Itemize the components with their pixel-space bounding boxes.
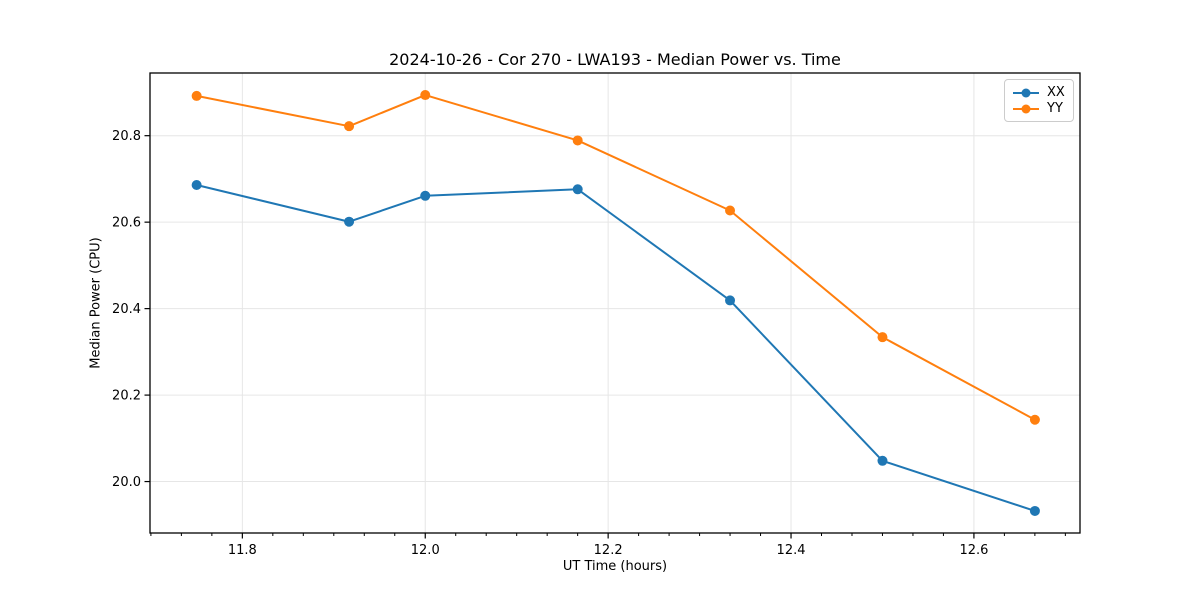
data-point-xx [725, 295, 736, 306]
legend-entry-xx: XX [1012, 85, 1066, 100]
data-point-yy [344, 121, 355, 132]
legend-line-sample-xx [1013, 88, 1039, 97]
chart-title: 2024-10-26 - Cor 270 - LWA193 - Median P… [389, 50, 841, 69]
data-point-yy [572, 135, 583, 146]
x-tick-label: 12.0 [411, 543, 440, 558]
legend-label-yy: YY [1047, 101, 1063, 116]
data-point-xx [1029, 505, 1040, 516]
legend-line-sample-yy [1013, 104, 1039, 113]
y-tick-label: 20.4 [112, 302, 141, 317]
y-tick-label: 20.6 [112, 216, 141, 231]
data-point-yy [877, 332, 888, 343]
data-point-xx [191, 179, 202, 190]
data-point-xx [420, 190, 431, 201]
data-point-xx [572, 184, 583, 195]
data-point-xx [344, 216, 355, 227]
legend-entry-yy: YY [1012, 101, 1066, 116]
legend-marker-yy [1021, 104, 1031, 113]
data-point-yy [420, 90, 431, 101]
axes-spines [149, 72, 1081, 534]
data-point-yy [1029, 414, 1040, 425]
x-axis-label: UT Time (hours) [562, 559, 668, 574]
x-tick-label: 12.4 [777, 543, 806, 558]
series-line-xx [196, 184, 1036, 512]
data-point-yy [191, 90, 202, 101]
data-point-xx [877, 455, 888, 466]
y-tick-label: 20.0 [112, 475, 141, 490]
x-tick-label: 12.2 [594, 543, 623, 558]
y-tick-label: 20.8 [112, 129, 141, 144]
y-axis-label: Median Power (CPU) [88, 237, 104, 369]
x-tick-label: 11.8 [228, 543, 257, 558]
x-tick-label: 12.6 [959, 543, 988, 558]
y-tick-label: 20.2 [112, 389, 141, 404]
legend: XX YY [1004, 79, 1074, 122]
series-line-yy [196, 94, 1036, 421]
data-point-yy [725, 205, 736, 216]
legend-marker-xx [1021, 88, 1031, 97]
legend-label-xx: XX [1047, 85, 1065, 100]
